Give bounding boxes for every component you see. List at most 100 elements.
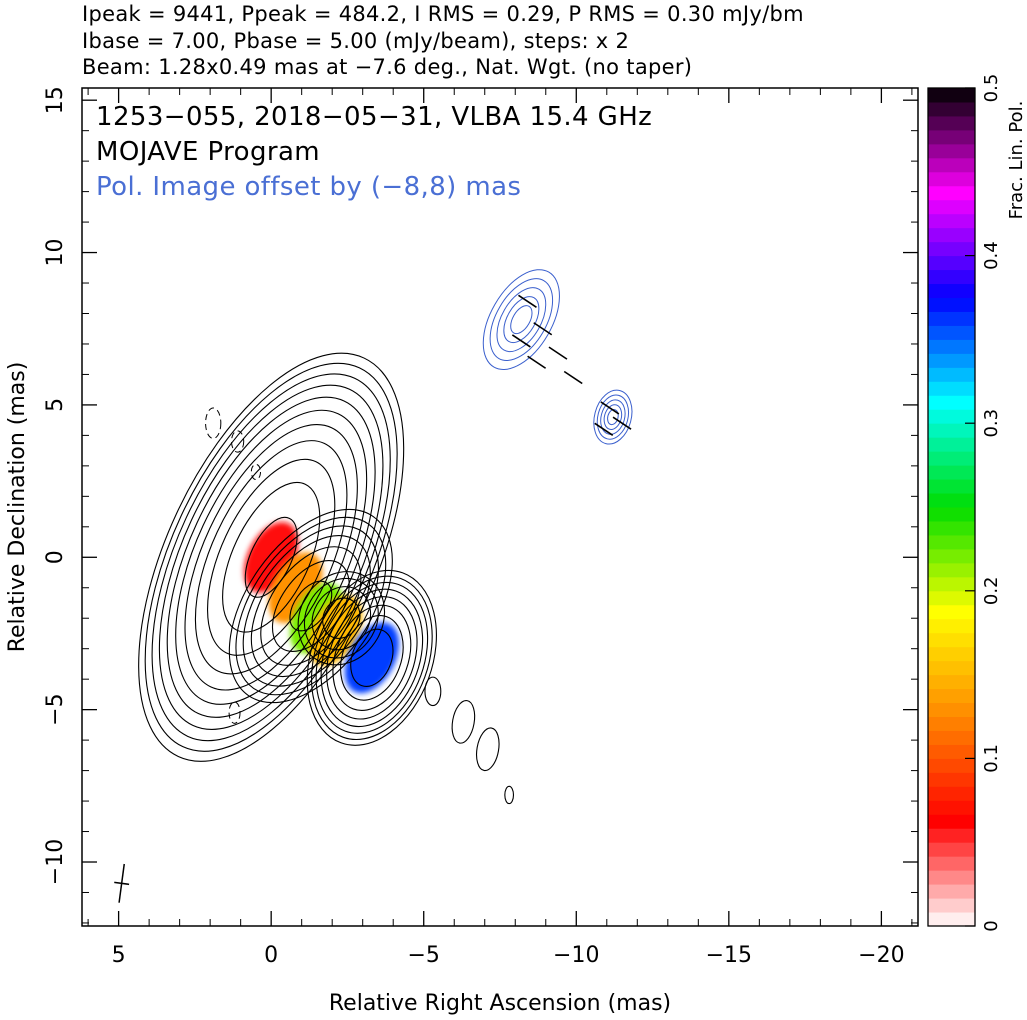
evpa-vectors [511, 294, 632, 436]
colorbar-step [928, 814, 975, 829]
colorbar-step [928, 493, 975, 508]
stokes-i-contour [228, 508, 393, 704]
stokes-i-contour [289, 580, 333, 632]
stokes-i-contour [242, 525, 380, 687]
colorbar-step [928, 590, 975, 606]
colorbar-step [928, 101, 975, 117]
stokes-i-contour [332, 604, 412, 711]
colorbar-step [928, 437, 975, 452]
header-line-2: Ibase = 7.00, Pbase = 5.00 (mJy/beam), s… [82, 29, 630, 53]
x-tick-label: 0 [264, 943, 278, 968]
colorbar-step [928, 353, 975, 368]
colorbar-step [928, 423, 975, 438]
colorbar-tick-label: 0.3 [981, 409, 1002, 438]
colorbar-step [928, 409, 975, 424]
stokes-i-contour [306, 569, 437, 746]
stokes-i-contour [260, 546, 362, 666]
colorbar-tick-label: 0.5 [981, 74, 1002, 103]
pol-intensity-contour [510, 305, 533, 335]
negative-contour [205, 407, 222, 439]
header-line-3: Beam: 1.28x0.49 mas at −7.6 deg., Nat. W… [82, 55, 693, 79]
colorbar-step [928, 730, 975, 745]
stokes-i-contour [303, 577, 379, 659]
colorbar-step [928, 562, 975, 578]
x-tick-label: −20 [858, 943, 904, 968]
pol-offset-annotation: Pol. Image offset by (−8,8) mas [96, 172, 522, 202]
colorbar-step [928, 171, 975, 187]
y-tick-label: 0 [43, 550, 68, 564]
pol-intensity-contour [600, 399, 626, 435]
pol-intensity-contour [593, 389, 633, 445]
colorbar-step [928, 632, 975, 648]
colorbar-step [928, 534, 975, 550]
colorbar-step [928, 185, 975, 201]
colorbar-step [928, 828, 975, 843]
evpa-vector [612, 416, 632, 430]
stokes-i-contour [206, 458, 336, 656]
pol-intensity-contour [482, 269, 560, 370]
polarization-contours [482, 269, 633, 445]
beam-marker [114, 863, 130, 903]
stokes-i-contour [244, 516, 298, 598]
stokes-i-contour [311, 586, 372, 651]
colorbar-step [928, 576, 975, 592]
colorbar-step [928, 129, 975, 145]
stokes-i-contour [326, 596, 418, 720]
evpa-vector [527, 355, 547, 369]
colorbar-tick-label: 0.1 [981, 744, 1002, 773]
evpa-vector [600, 401, 620, 415]
colorbar-step [928, 744, 975, 759]
y-axis-label: Relative Declination (mas) [5, 362, 30, 653]
colorbar-step [928, 115, 975, 131]
y-tick-label: 10 [43, 239, 68, 267]
colorbar-step [928, 646, 975, 662]
colorbar-tick-label: 0 [981, 920, 1002, 931]
stokes-i-contour [504, 785, 515, 805]
stokes-i-contour [158, 384, 384, 730]
colorbar-step [928, 702, 975, 717]
stokes-i-contours [138, 352, 515, 805]
y-tick-label: 5 [43, 398, 68, 412]
x-tick-label: −5 [408, 943, 440, 968]
plot-frame [81, 87, 919, 927]
stokes-i-contour [250, 535, 371, 678]
y-tick-label: −10 [43, 839, 68, 885]
colorbar-step [928, 395, 975, 410]
negative-contour [231, 430, 245, 453]
colorbar-step [928, 870, 975, 885]
colorbar-step [928, 325, 975, 340]
colorbar-step [928, 548, 975, 564]
colorbar-step [928, 367, 975, 382]
colorbar-step [928, 758, 975, 773]
stokes-i-contour [451, 699, 476, 744]
pol-intensity-contour [496, 287, 547, 353]
colorbar-step [928, 241, 975, 257]
pol-intensity-contour [596, 394, 630, 440]
negative-contour [250, 463, 261, 481]
colorbar-step [928, 618, 975, 634]
colorbar-step [928, 143, 975, 159]
colorbar-step [928, 688, 975, 704]
evpa-vector [548, 346, 568, 360]
colorbar-step [928, 465, 975, 480]
evpa-vector [518, 294, 537, 308]
stokes-i-contour [475, 727, 500, 772]
stokes-i-contour [320, 588, 424, 728]
stokes-i-contour [340, 614, 404, 701]
colorbar-step [928, 912, 975, 927]
x-tick-label: −15 [706, 943, 752, 968]
stokes-i-contour [315, 581, 429, 734]
evpa-vector [511, 334, 531, 348]
colorbar-label: Frac. Lin. Pol. [1006, 101, 1027, 220]
colorbar-step [928, 451, 975, 466]
evpa-vector [533, 322, 553, 336]
colorbar-step [928, 479, 975, 494]
colorbar-step [928, 213, 975, 229]
x-tick-label: 5 [112, 943, 126, 968]
evpa-vector [594, 422, 614, 436]
colorbar-step [928, 507, 975, 522]
colorbar-step [928, 898, 975, 913]
stokes-i-contour [144, 362, 398, 752]
program-annotation: MOJAVE Program [96, 137, 321, 167]
